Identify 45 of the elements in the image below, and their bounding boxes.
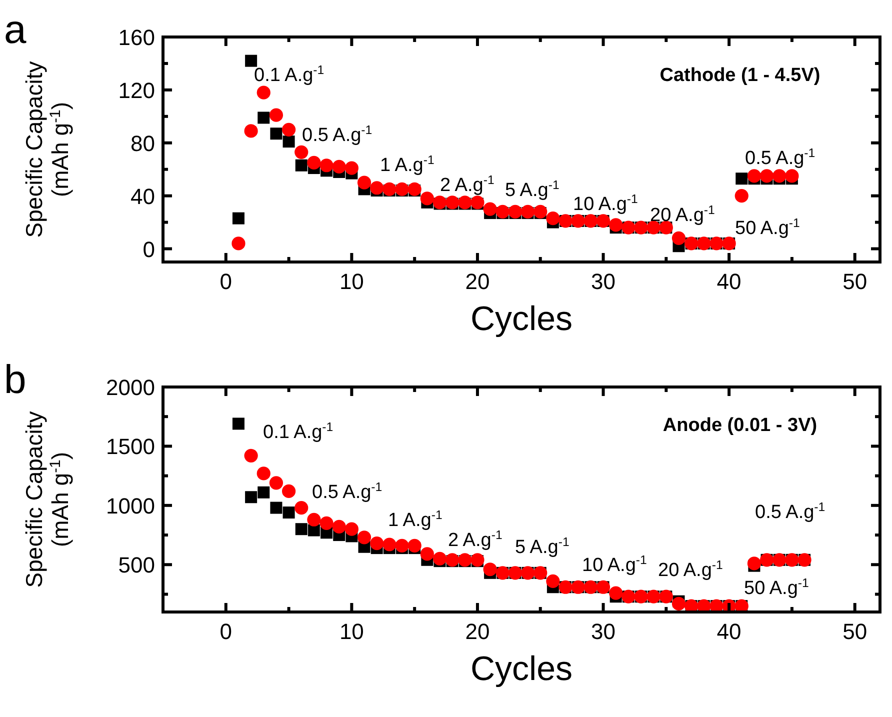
y-tick-label: 80 [130,130,155,156]
annotation: 0.5 A.g$^{-1}$ [312,480,382,503]
chart-title: a [4,8,27,52]
annotation: 2 A.g$^{-1}$ [440,173,494,196]
annotation: 2 A.g$^{-1}$ [448,528,502,551]
x-tick-label: 40 [716,619,742,644]
annotation: 20 A.g$^{-1}$ [658,558,723,581]
annotation: 1 A.g$^{-1}$ [388,508,442,531]
x-tick-label: 20 [465,269,490,294]
x-tick-label: 0 [220,269,232,294]
y-tick-label: 2000 [106,375,155,400]
annotation: Anode (0.01 - 3V) [662,415,818,436]
annotation: 50 A.g$^{-1}$ [735,216,800,239]
annotation: 10 A.g$^{-1}$ [582,553,647,576]
x-tick-label: 0 [220,619,232,644]
x-axis-title: Cycles [470,300,573,338]
y-tick-label: 1500 [106,434,155,460]
annotation: 0.1 A.g$^{-1}$ [254,63,324,86]
y-tick-label: 120 [118,78,155,103]
annotation: 5 A.g$^{-1}$ [505,178,560,201]
x-tick-label: 40 [716,269,742,294]
x-tick-label: 50 [842,269,868,294]
annotation: 5 A.g$^{-1}$ [515,535,570,558]
x-tick-label: 20 [465,619,490,644]
chart-title: b [4,358,26,402]
y-tick-label: 0 [142,236,155,262]
x-tick-label: 30 [591,269,616,294]
x-tick-label: 10 [339,269,364,294]
x-axis-title: Cycles [470,650,573,688]
y-tick-label: 500 [118,552,155,578]
annotation: 0.5 A.g$^{-1}$ [302,123,372,146]
annotation: Cathode (1 - 4.5V) [660,65,820,86]
y-tick-label: 40 [130,184,155,209]
annotation: 10 A.g$^{-1}$ [573,192,638,215]
annotation: 0.5 A.g$^{-1}$ [755,500,826,523]
y-tick-label: 160 [118,25,155,50]
annotation: 1 A.g$^{-1}$ [380,153,434,176]
annotation: 0.1 A.g$^{-1}$ [263,420,334,443]
annotation: 20 A.g$^{-1}$ [650,203,715,226]
x-tick-label: 10 [339,619,364,644]
x-tick-label: 30 [591,619,616,644]
annotation: 50 A.g$^{-1}$ [744,576,809,599]
x-tick-label: 50 [842,619,868,644]
annotation: 0.5 A.g$^{-1}$ [745,146,816,169]
y-tick-label: 1000 [106,493,155,518]
